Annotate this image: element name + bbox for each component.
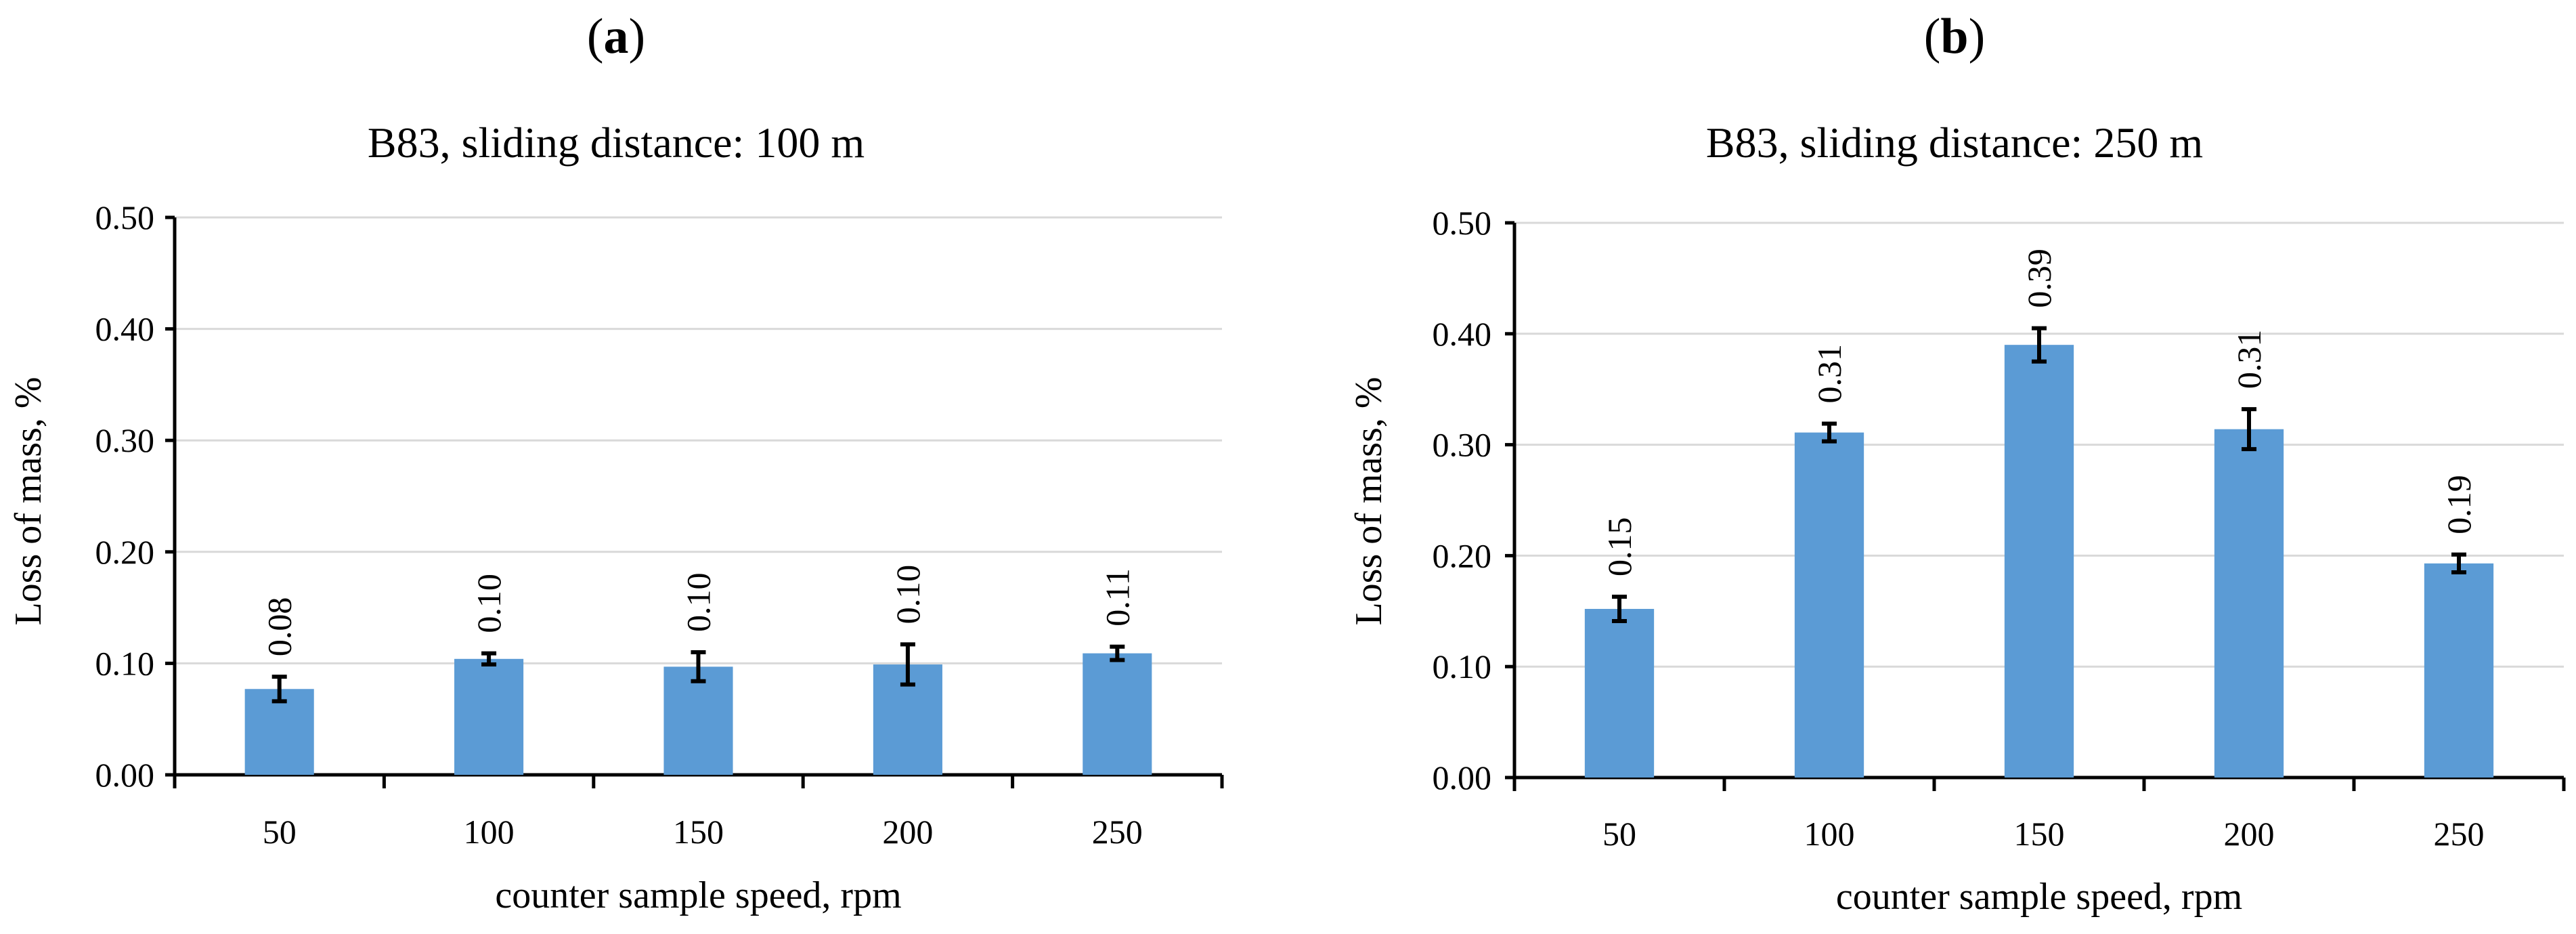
panel-label-close: ): [1969, 9, 1986, 64]
y-axis-label: Loss of mass, %: [7, 377, 49, 625]
y-tick-label: 0.40: [1433, 315, 1492, 353]
data-label: 0.31: [2230, 330, 2268, 389]
y-tick-label: 0.30: [95, 421, 155, 459]
y-tick-label: 0.10: [95, 644, 155, 682]
x-tick-label: 150: [673, 813, 724, 851]
panel-label: (a): [587, 9, 645, 64]
data-label: 0.10: [470, 574, 508, 633]
bar: [454, 658, 524, 775]
data-label: 0.19: [2440, 475, 2478, 534]
y-tick-label: 0.50: [95, 198, 155, 236]
x-tick-label: 100: [1804, 815, 1855, 853]
bar: [2424, 563, 2494, 778]
panel-label-letter: b: [1940, 9, 1968, 64]
y-tick-label: 0.00: [1433, 759, 1492, 797]
x-tick-label: 250: [2434, 815, 2485, 853]
chart-title: B83, sliding distance: 100 m: [368, 119, 865, 167]
bar: [663, 666, 733, 775]
y-tick-label: 0.40: [95, 310, 155, 348]
x-tick-label: 200: [2224, 815, 2275, 853]
panel-label-close: ): [629, 9, 646, 64]
bar: [244, 689, 314, 775]
y-tick-label: 0.50: [1433, 204, 1492, 242]
data-label: 0.10: [889, 565, 927, 624]
data-label: 0.31: [1810, 344, 1848, 404]
bar: [1584, 609, 1655, 778]
panel-label: (b): [1924, 9, 1985, 64]
y-tick-label: 0.20: [1433, 536, 1492, 574]
x-tick-label: 50: [1602, 815, 1636, 853]
bar: [1794, 432, 1864, 778]
bar: [2004, 345, 2074, 778]
data-label: 0.10: [680, 572, 718, 632]
data-label: 0.08: [261, 597, 299, 657]
y-axis-label: Loss of mass, %: [1348, 377, 1390, 625]
chart-panel-b: (b) B83, sliding distance: 250 m 0.00 0.10 0…: [1348, 9, 2566, 918]
x-axis-label: counter sample speed, rpm: [1836, 876, 2242, 918]
data-label: 0.15: [1600, 517, 1638, 577]
x-axis-label: counter sample speed, rpm: [495, 874, 901, 916]
x-tick-label: 250: [1092, 813, 1143, 851]
y-tick-label: 0.00: [95, 756, 155, 794]
panel-label-open: (: [587, 9, 604, 64]
y-tick-label: 0.10: [1433, 648, 1492, 685]
bar: [2214, 429, 2284, 778]
panel-label-open: (: [1924, 9, 1941, 64]
bar: [1083, 653, 1152, 775]
x-tick-label: 100: [464, 813, 515, 851]
y-tick-label: 0.20: [95, 533, 155, 571]
panel-label-letter: a: [604, 9, 629, 64]
chart-title: B83, sliding distance: 250 m: [1706, 119, 2203, 167]
data-label: 0.39: [2020, 249, 2058, 308]
x-tick-label: 50: [263, 813, 297, 851]
chart-panel-a: (a) B83, sliding distance: 100 m 0.00 0.10 0…: [7, 9, 1224, 916]
data-label: 0.11: [1098, 568, 1136, 627]
y-tick-label: 0.30: [1433, 426, 1492, 464]
x-tick-label: 200: [882, 813, 933, 851]
x-tick-label: 150: [2014, 815, 2065, 853]
